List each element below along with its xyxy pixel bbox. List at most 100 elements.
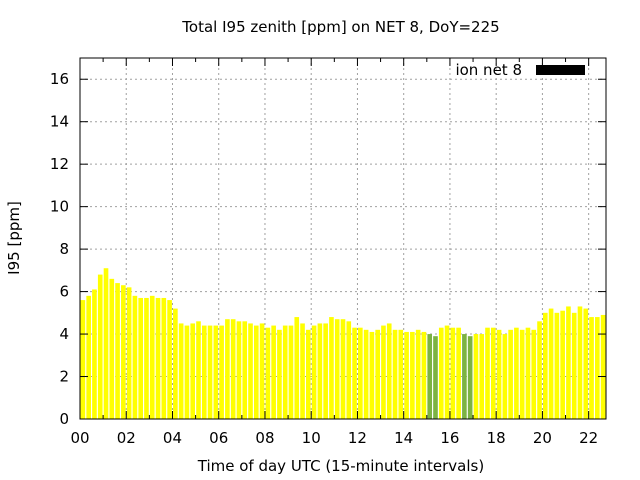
bar	[230, 319, 236, 419]
bar	[525, 327, 531, 419]
bar	[456, 327, 461, 419]
bar	[577, 306, 583, 419]
bar	[126, 287, 132, 419]
bar	[323, 323, 328, 419]
bar	[288, 325, 294, 419]
bar	[329, 317, 334, 419]
bar	[381, 325, 386, 419]
y-tick-label: 16	[50, 70, 69, 88]
bar	[167, 300, 172, 419]
y-tick-label: 10	[50, 198, 69, 216]
bar	[346, 321, 352, 419]
bar	[242, 321, 248, 419]
bar	[317, 323, 323, 419]
bar	[121, 285, 126, 419]
y-axis-label: I95 [ppm]	[5, 201, 23, 275]
bar	[294, 317, 300, 419]
plot-frame	[79, 57, 607, 420]
bar	[496, 329, 502, 419]
bar	[554, 312, 560, 419]
bar	[369, 331, 375, 419]
bar	[300, 323, 305, 419]
bar	[490, 327, 496, 419]
y-tick-label: 12	[50, 155, 69, 173]
x-tick-label: 02	[117, 429, 136, 447]
bar	[531, 329, 537, 419]
bar	[225, 319, 230, 419]
bar	[155, 297, 161, 419]
bar	[433, 336, 438, 419]
x-tick-label: 22	[579, 429, 598, 447]
bar	[97, 274, 103, 419]
x-tick-label: 00	[70, 429, 89, 447]
bar	[444, 325, 450, 419]
y-tick-label: 2	[59, 368, 69, 386]
bar	[485, 327, 490, 419]
x-axis-label: Time of day UTC (15-minute intervals)	[197, 457, 484, 475]
x-tick-label: 20	[533, 429, 552, 447]
bar	[248, 323, 253, 419]
bar	[438, 327, 444, 419]
legend: ion net 8	[455, 61, 585, 79]
chart-title: Total I95 zenith [ppm] on NET 8, DoY=225	[181, 18, 499, 36]
bar	[149, 295, 155, 419]
bar	[196, 321, 201, 419]
bar	[311, 325, 317, 419]
x-tick-label: 06	[209, 429, 228, 447]
bar	[421, 331, 427, 419]
x-tick-label: 12	[348, 429, 367, 447]
y-tick-labels: 0 2 4 6 8 10 12 14 16	[50, 70, 69, 428]
y-tick-label: 0	[59, 410, 69, 428]
bar	[589, 317, 594, 419]
bar	[548, 308, 554, 419]
bar	[386, 323, 392, 419]
bar	[306, 329, 311, 419]
bar	[86, 295, 91, 419]
y-tick-label: 4	[59, 325, 69, 343]
bar	[467, 336, 473, 419]
bar	[259, 323, 265, 419]
bar	[600, 314, 606, 419]
legend-swatch	[536, 65, 585, 75]
bar	[427, 334, 433, 419]
bar	[277, 329, 282, 419]
bar	[542, 312, 548, 419]
bar	[450, 327, 456, 419]
bar	[392, 329, 398, 419]
bar	[184, 325, 190, 419]
bar	[219, 325, 224, 419]
bars	[80, 268, 606, 419]
bar	[415, 329, 421, 419]
bar	[358, 327, 363, 419]
bar	[271, 325, 276, 419]
x-tick-label: 16	[440, 429, 459, 447]
bar	[201, 325, 207, 419]
y-tick-label: 14	[50, 113, 69, 131]
x-tick-label: 14	[394, 429, 413, 447]
bar	[595, 317, 600, 419]
bar	[132, 295, 138, 419]
bar	[334, 319, 340, 419]
bar	[583, 308, 589, 419]
bar	[502, 334, 508, 419]
bar	[115, 283, 120, 419]
bar	[410, 331, 415, 419]
bar	[560, 310, 565, 419]
bar	[537, 321, 542, 419]
bar	[109, 278, 115, 419]
bar	[178, 323, 184, 419]
bar	[473, 334, 479, 419]
x-tick-labels: 00 02 04 06 08 10 12 14 16 18 20 22	[70, 429, 598, 447]
bar	[144, 297, 149, 419]
bar	[173, 308, 178, 419]
bar	[519, 329, 525, 419]
bar	[138, 297, 144, 419]
bar	[340, 319, 346, 419]
y-tick-label: 6	[59, 283, 69, 301]
bar	[508, 329, 513, 419]
bar	[80, 300, 86, 419]
bar	[103, 268, 109, 419]
x-tick-label: 04	[163, 429, 182, 447]
bar	[375, 329, 380, 419]
bar	[92, 289, 97, 419]
